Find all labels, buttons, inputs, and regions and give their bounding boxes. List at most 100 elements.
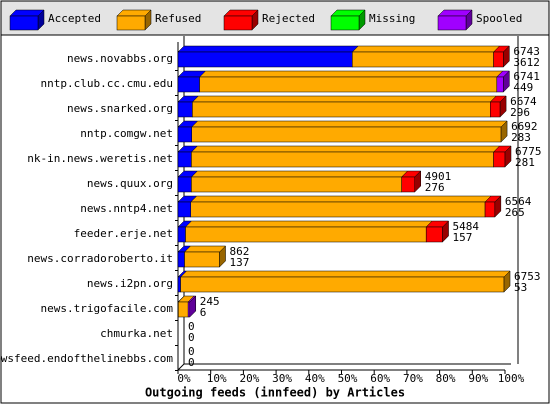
x-tick-label: 20% [239,372,259,385]
x-tick-label: 90% [468,372,488,385]
accepted-label: 53 [514,281,527,294]
legend-label: Accepted [48,12,101,25]
bar [177,76,200,93]
accepted-label: 449 [513,81,533,94]
x-tick-label: 50% [338,372,358,385]
x-tick-label: 60% [370,372,390,385]
offered-label: 6775 [515,145,542,158]
offered-label: 4901 [425,170,452,183]
x-tick-label: 40% [305,372,325,385]
accepted-label: 6 [200,306,207,319]
bar [177,276,181,293]
bar [490,101,501,118]
bar [177,251,185,268]
accepted-label: 283 [511,131,531,144]
legend-label: Spooled [476,12,522,25]
legend-label: Rejected [262,12,315,25]
bar-side [442,220,449,243]
y-tick-label: news.nntp4.net [80,202,173,215]
offered-label: 6753 [514,270,541,283]
bar [177,126,192,143]
bar-top [184,220,433,228]
bar-top [351,45,501,53]
bar-side [499,95,507,118]
offered-label: 6674 [510,95,537,108]
legend-label: Refused [155,12,201,25]
accepted-label: 276 [425,181,445,194]
accepted-label: 157 [453,231,473,244]
bar [177,226,186,243]
bar-top [183,245,227,253]
bar [177,201,192,218]
legend-label: Missing [369,12,415,25]
bar-top [191,120,508,128]
offered-label: 6741 [513,70,540,83]
bar-top [190,145,501,153]
bar [180,276,505,293]
bar-side [414,170,421,193]
y-tick-label: news.novabbs.org [67,52,173,65]
bar [191,176,402,193]
bar [191,126,502,143]
bar [401,176,415,193]
bar-side [189,295,197,318]
bar-side [503,70,510,93]
legend-swatch [116,15,146,31]
bar [184,251,220,268]
y-tick-label: nntp.comgw.net [80,127,173,140]
offered-label: 6692 [511,120,538,133]
y-tick-label: news.snarked.org [67,102,173,115]
offered-label: 6743 [513,45,540,58]
bar-side [219,245,226,268]
bar [352,51,494,68]
y-tick-label: news.corradoroberto.it [27,252,173,265]
bar [177,176,192,193]
bar [192,101,491,118]
bar [496,76,504,93]
y-tick-label: news.quux.org [87,177,173,190]
bar [493,51,504,68]
bar [185,226,427,243]
x-axis-depth [177,363,185,371]
bar [425,226,443,243]
y-tick-label: news.i2pn.org [87,277,173,290]
y-tick-label: feeder.erje.net [74,227,173,240]
offered-label: 5484 [453,220,480,233]
bar-side [494,195,502,218]
accepted-label: 137 [230,256,250,269]
chart-title: Outgoing feeds (innfeed) by Articles [145,386,405,400]
y-tick-label: nntp.club.cc.cmu.edu [41,77,173,90]
accepted-label: 0 [188,356,195,369]
y-tick-label: news.trigofacile.com [41,302,174,315]
bar [484,201,496,218]
legend-swatch [437,15,467,31]
x-tick-label: 70% [403,372,423,385]
x-tick-label: 0% [177,372,191,385]
bar-top [191,95,497,103]
offered-label: 245 [200,295,220,308]
y-tick-label: newsfeed.endofthelinebbs.com [0,352,173,365]
bar-top [198,70,504,78]
bar-top [177,45,359,53]
accepted-label: 296 [510,106,530,119]
bar-side [500,120,508,143]
x-tick-label: 100% [498,372,525,385]
offered-label: 6564 [505,195,532,208]
x-tick-label: 10% [207,372,227,385]
bar [177,51,353,68]
accepted-label: 0 [188,331,195,344]
bar [178,301,189,318]
bar-top [190,170,409,178]
offered-label: 0 [188,345,195,358]
bar-side [503,270,511,293]
bar [191,151,494,168]
accepted-label: 281 [515,156,535,169]
bar [199,76,498,93]
legend-swatch [9,15,39,31]
bar-top [180,270,511,278]
offered-label: 862 [230,245,250,258]
accepted-label: 3612 [513,56,540,69]
bar-top [190,195,492,203]
bar-side [504,145,512,168]
